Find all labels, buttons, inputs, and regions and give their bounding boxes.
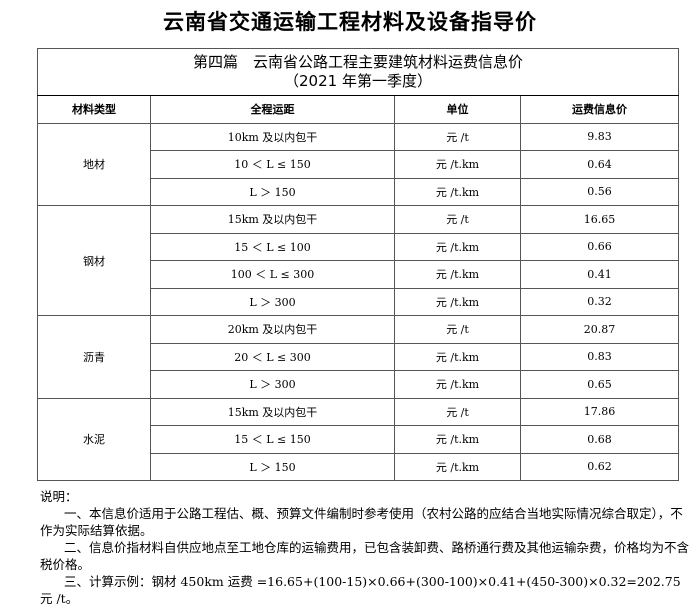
table-row: 15 ＜ L ≤ 100 元 /t.km 0.66 [38,232,679,261]
document-title: 云南省交通运输工程材料及设备指导价 [163,9,537,34]
price-cell: 0.65 [520,370,679,399]
unit-cell: 元 /t.km [394,452,521,481]
caption-line1: 第四篇 云南省公路工程主要建筑材料运费信息价 [192,53,523,71]
distance-cell: 10km 及以内包干 [150,122,395,151]
unit-cell: 元 /t.km [394,150,521,179]
notes: 说明： 一、本信息价适用于公路工程估、概、预算文件编制时参考使用（农村公路的应结… [40,488,690,607]
note-1: 一、本信息价适用于公路工程估、概、预算文件编制时参考使用（农村公路的应结合当地实… [40,506,683,538]
material-type-cell: 地材 [37,122,151,206]
material-type-cell: 钢材 [37,205,151,316]
distance-cell: L ＞ 300 [150,370,395,399]
price-cell: 0.66 [520,232,679,261]
unit-cell: 元 /t.km [394,177,521,206]
price-cell: 16.65 [520,205,679,234]
material-type-cell: 沥青 [37,315,151,399]
distance-cell: L ＞ 150 [150,177,395,206]
distance-cell: 10 ＜ L ≤ 150 [150,150,395,179]
price-cell: 0.64 [520,150,679,179]
unit-cell: 元 /t [394,397,521,426]
table-row: 沥青 20km 及以内包干元 /t 20.87 [37,315,679,399]
unit-cell: 元 /t.km [394,232,521,261]
unit-cell: 元 /t.km [394,370,521,399]
table-row: 10 ＜ L ≤ 150 元 /t.km 0.64 [38,150,679,179]
header-row: 材料类型 全程运距 单位 运费信息价 [37,95,679,124]
unit-cell: 元 /t [394,315,521,344]
distance-cell: 15km 及以内包干 [150,397,395,426]
header-material: 材料类型 [37,95,151,124]
caption-line2: （2021 年第一季度） [284,72,432,90]
table-row: 水泥 15km 及以内包干元 /t 17.86 [37,397,679,481]
unit-cell: 元 /t [394,122,521,151]
price-cell: 17.86 [520,397,679,426]
table-row: L ＞ 300 元 /t.km 0.32 [38,287,679,316]
price-cell: 0.56 [520,177,679,206]
unit-cell: 元 /t.km [394,260,521,289]
notes-heading: 说明： [40,489,78,504]
table-caption: 第四篇 云南省公路工程主要建筑材料运费信息价 （2021 年第一季度） [37,48,679,96]
distance-cell: 15km 及以内包干 [150,205,395,234]
distance-cell: L ＞ 300 [150,287,395,316]
table-row: 15 ＜ L ≤ 150 元 /t.km 0.68 [38,425,679,454]
price-cell: 0.32 [520,287,679,316]
unit-cell: 元 /t.km [394,287,521,316]
distance-cell: 20 ＜ L ≤ 300 [150,342,395,371]
unit-cell: 元 /t.km [394,425,521,454]
unit-cell: 元 /t [394,205,521,234]
table-row: 20 ＜ L ≤ 300 元 /t.km 0.83 [38,342,679,371]
note-2: 二、信息价指材料自供应地点至工地仓库的运输费用，已包含装卸费、路桥通行费及其他运… [40,540,690,572]
header-unit: 单位 [394,95,521,124]
table-row: 钢材 15km 及以内包干元 /t 16.65 [37,205,679,316]
header-distance: 全程运距 [150,95,395,124]
table-row: L ＞ 150 元 /t.km 0.56 [38,177,679,206]
distance-cell: 20km 及以内包干 [150,315,395,344]
table-row: L ＞ 150 元 /t.km 0.62 [38,452,679,481]
table-row: L ＞ 300 元 /t.km 0.65 [38,370,679,399]
freight-price-table: 第四篇 云南省公路工程主要建筑材料运费信息价 （2021 年第一季度） 材料类型 … [37,48,679,481]
price-cell: 0.62 [520,452,679,481]
distance-cell: 15 ＜ L ≤ 150 [150,425,395,454]
material-type-cell: 水泥 [37,397,151,481]
distance-cell: 15 ＜ L ≤ 100 [150,232,395,261]
price-cell: 9.83 [520,122,679,151]
price-cell: 0.68 [520,425,679,454]
price-cell: 0.83 [520,342,679,371]
distance-cell: 100 ＜ L ≤ 300 [150,260,395,289]
table-row: 100 ＜ L ≤ 300 元 /t.km 0.41 [38,260,679,289]
price-cell: 0.41 [520,260,679,289]
distance-cell: L ＞ 150 [150,452,395,481]
header-price: 运费信息价 [520,95,679,124]
note-3: 三、计算示例：钢材 450km 运费 =16.65+(100-15)×0.66+… [40,574,681,606]
unit-cell: 元 /t.km [394,342,521,371]
table-row: 地材 10km 及以内包干元 /t 9.83 [37,122,679,206]
price-cell: 20.87 [520,315,679,344]
